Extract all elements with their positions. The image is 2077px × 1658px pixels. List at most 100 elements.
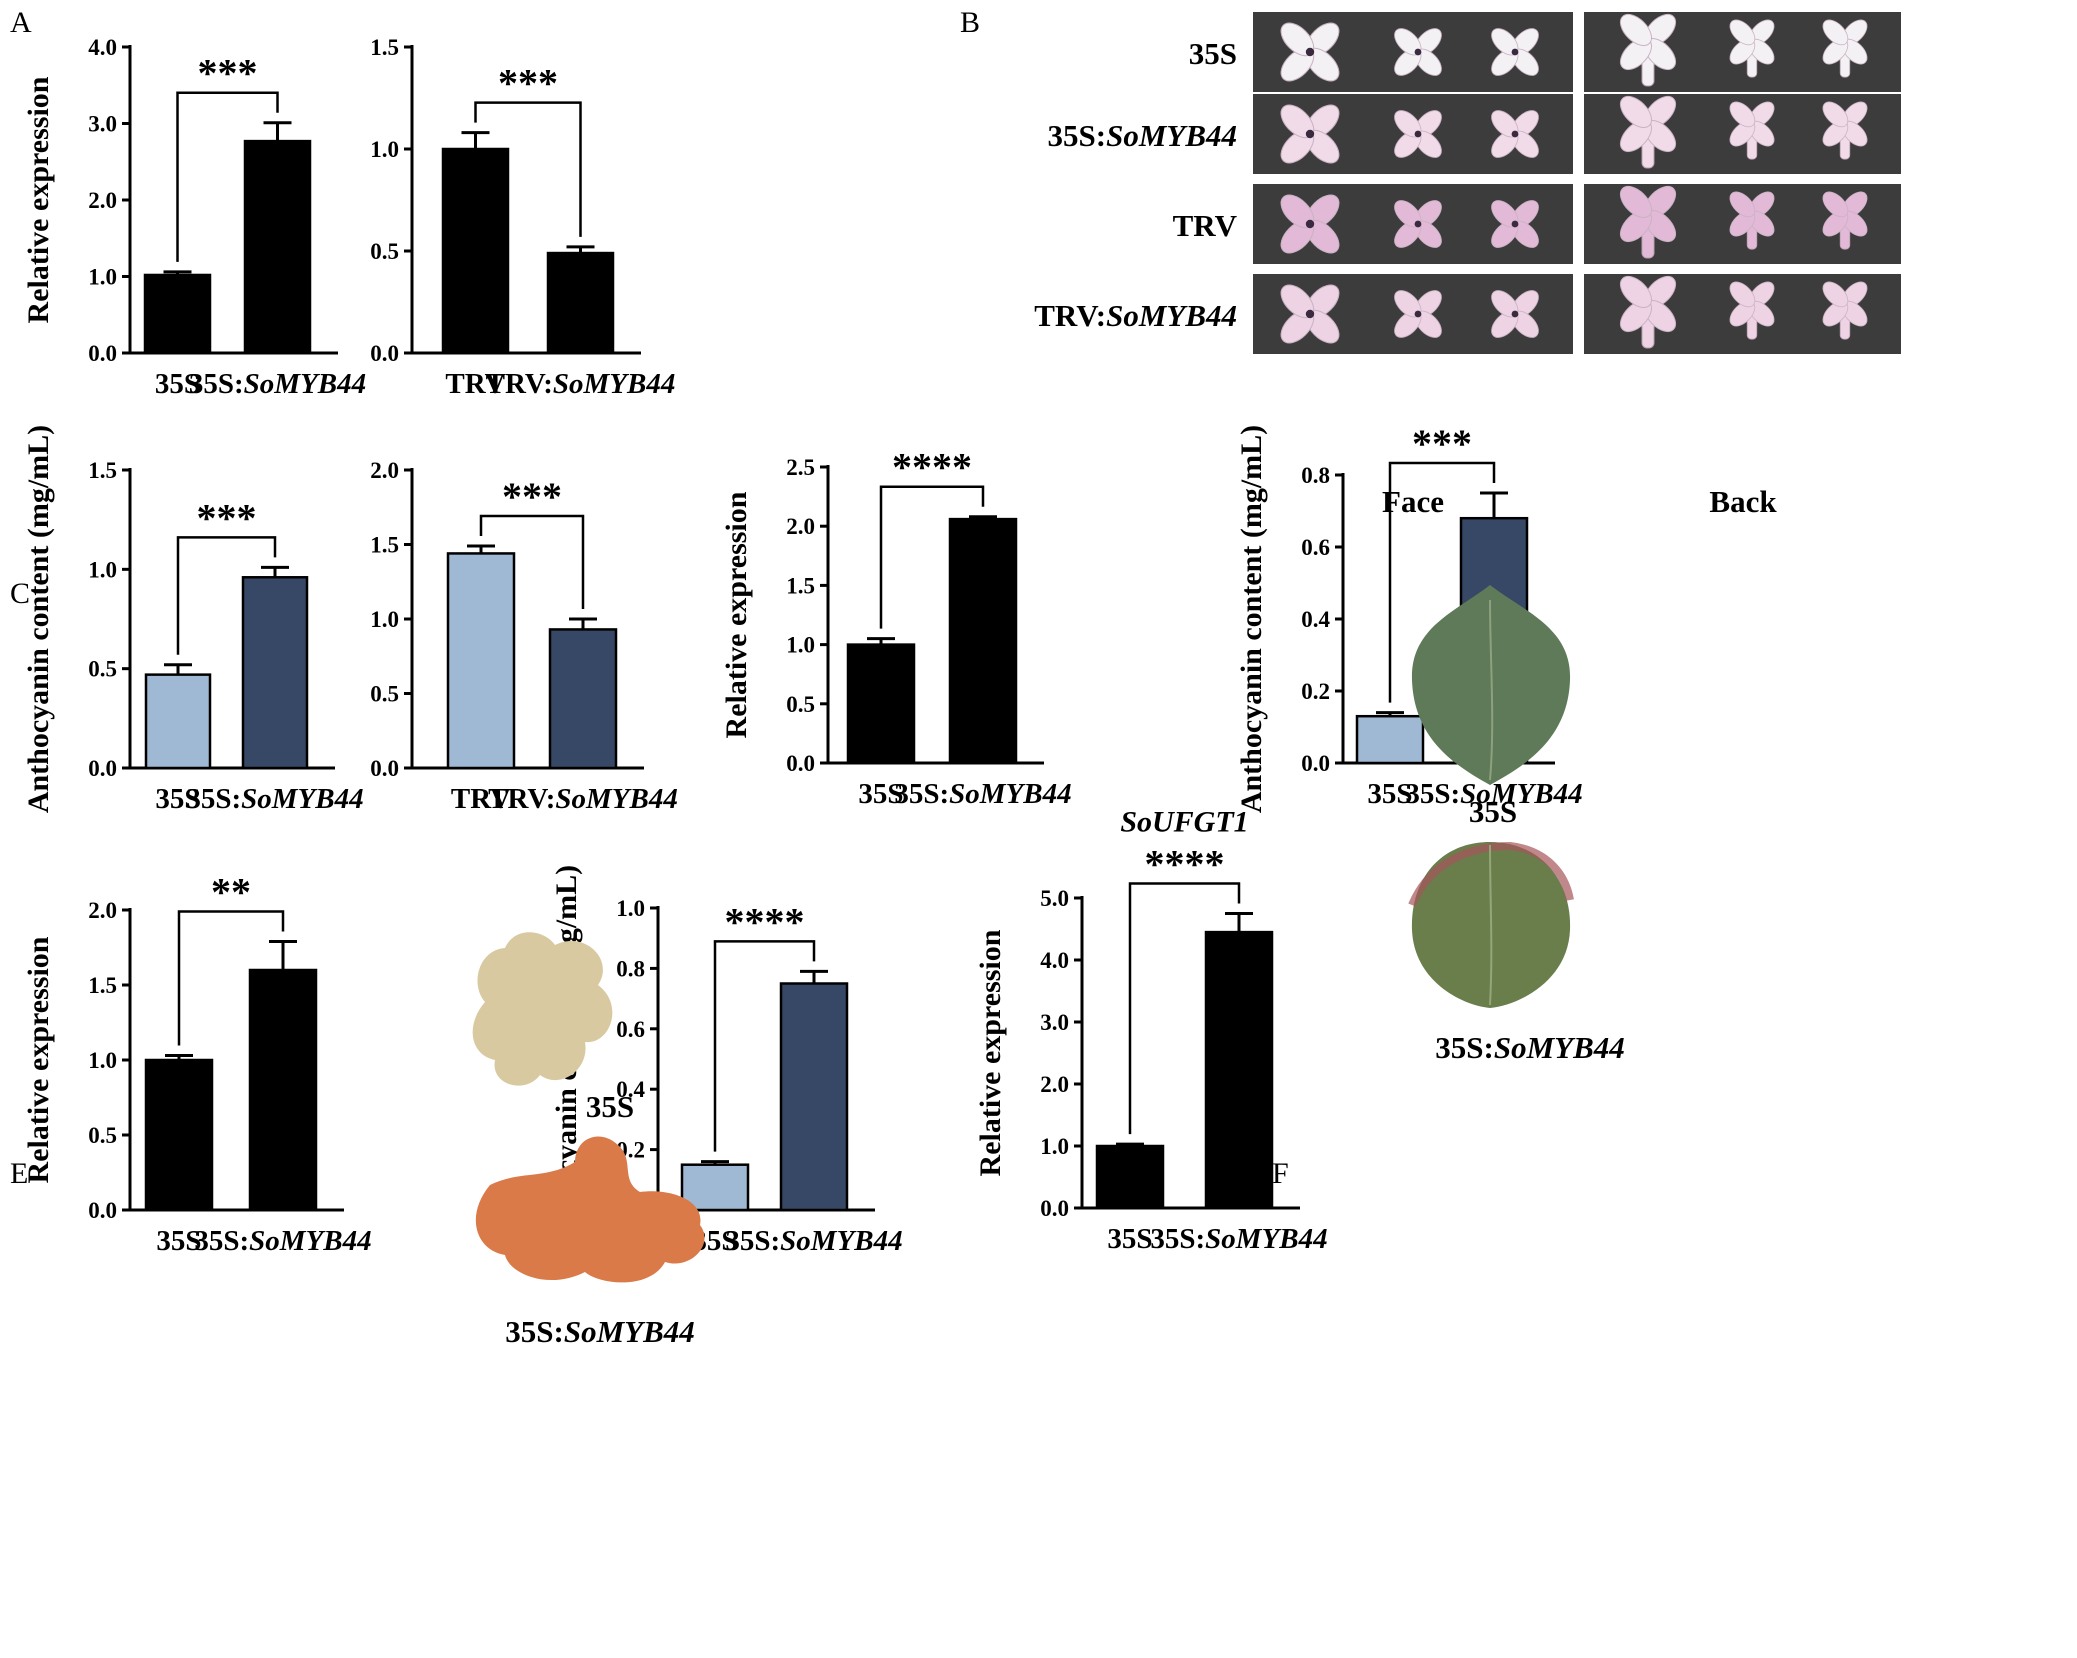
significance-stars: *** <box>1412 421 1472 466</box>
flower-back-image <box>1619 185 1677 259</box>
column-label-face: Face <box>1382 484 1444 519</box>
photo-row-label: 35S:SoMYB44 <box>1048 118 1238 153</box>
y-tick-label: 0.6 <box>1301 535 1330 560</box>
flower-center <box>1305 47 1315 57</box>
y-tick-label: 0.0 <box>1040 1196 1069 1221</box>
chart-c1: 0.0 0.5 1.0 1.5 Anthocyanin content (mg/mL) 3… <box>22 425 364 815</box>
flower-back-image <box>1822 281 1868 340</box>
x-category-label: 35S:SoMYB44 <box>894 778 1071 810</box>
chart-title: SoUFGT1 <box>1120 806 1248 839</box>
y-tick-label: 2.0 <box>370 458 399 483</box>
significance-stars: **** <box>1145 842 1225 887</box>
y-tick-label: 4.0 <box>88 35 117 60</box>
x-category-label: 35S <box>858 778 903 810</box>
flower-center <box>1414 48 1422 56</box>
y-axis-label: Anthocyanin content (mg/mL) <box>1235 425 1268 813</box>
significance-stars: *** <box>197 495 257 540</box>
flower-face-image <box>1491 28 1539 76</box>
y-tick-label: 0.0 <box>88 1198 117 1223</box>
y-tick-label: 0.5 <box>88 657 117 682</box>
y-tick-label: 0.0 <box>786 751 815 776</box>
column-label-back: Back <box>1709 484 1777 519</box>
y-tick-label: 1.0 <box>370 137 399 162</box>
y-tick-label: 1.0 <box>616 896 645 921</box>
flower-face-image <box>1491 290 1539 338</box>
flower-face-image <box>1280 22 1340 82</box>
y-tick-label: 0.5 <box>88 1123 117 1148</box>
y-tick-label: 1.0 <box>88 557 117 582</box>
bar-treatment <box>243 139 312 355</box>
y-axis-label: Relative expression <box>720 491 753 738</box>
x-category-label: 35S <box>1107 1223 1152 1255</box>
flower-center <box>1511 130 1519 138</box>
y-tick-label: 0.5 <box>786 692 815 717</box>
significance-bracket <box>1388 461 1496 703</box>
y-tick-label: 0.0 <box>370 756 399 781</box>
flower-back-image <box>1822 19 1868 78</box>
flower-face-image <box>1394 290 1442 338</box>
y-tick-label: 5.0 <box>1040 886 1069 911</box>
flower-center <box>1511 310 1519 318</box>
y-tick-label: 0.8 <box>1301 463 1330 488</box>
x-category-label: 35S <box>155 368 200 400</box>
x-category-label: TRV:SoMYB44 <box>488 783 678 815</box>
y-tick-label: 1.5 <box>370 35 399 60</box>
y-tick-label: 1.5 <box>786 573 815 598</box>
petal <box>1822 191 1849 218</box>
significance-stars: **** <box>892 445 972 490</box>
y-tick-label: 0.4 <box>1301 607 1330 632</box>
chart-e2: 0.00.20.40.60.81.0Anthocyanin content (m… <box>550 865 903 1257</box>
flower-face-image <box>1491 200 1539 248</box>
y-tick-label: 0.0 <box>1301 751 1330 776</box>
y-tick-label: 1.0 <box>88 265 117 290</box>
flower-back-image <box>1729 191 1775 250</box>
y-axis-label: Anthocyanin content (mg/mL) <box>22 425 55 813</box>
flower-center <box>1414 310 1422 318</box>
y-tick-label: 1.0 <box>370 607 399 632</box>
panel-label-a: A <box>10 6 32 39</box>
callus-somyb44-label: 35S:SoMYB44 <box>505 1314 695 1349</box>
x-category-label: 35S:SoMYB44 <box>189 368 366 400</box>
flower-back-image <box>1729 281 1775 340</box>
y-tick-label: 2.0 <box>786 514 815 539</box>
photo-row-label: TRV:SoMYB44 <box>1034 298 1237 333</box>
leaf-35s-label: 35S <box>1469 794 1517 829</box>
flower-back-image <box>1822 191 1868 250</box>
bar-treatment <box>248 968 318 1212</box>
flower-back-image <box>1619 13 1677 87</box>
leaf-red-margin <box>1408 841 1574 907</box>
significance-bracket <box>879 485 985 629</box>
x-category-label: TRV <box>451 783 511 815</box>
y-tick-label: 2.5 <box>786 455 815 480</box>
y-tick-label: 2.0 <box>1040 1072 1069 1097</box>
flower-back-image <box>1822 101 1868 160</box>
bar-treatment <box>241 576 309 770</box>
flower-face-image <box>1280 104 1340 164</box>
bar-control <box>680 1163 750 1212</box>
significance-stars: ** <box>211 870 251 915</box>
significance-stars: *** <box>502 474 562 519</box>
y-tick-label: 0.4 <box>616 1077 645 1102</box>
significance-stars: *** <box>498 61 558 106</box>
significance-bracket <box>176 536 277 655</box>
x-category-label: TRV <box>445 368 505 400</box>
x-category-label: 35S <box>1367 778 1412 810</box>
callus-somyb44-image <box>475 1136 705 1283</box>
panel-label-e: E <box>10 1157 28 1190</box>
x-category-label: 35S:SoMYB44 <box>194 1225 371 1257</box>
flower-center <box>1511 48 1519 56</box>
bar-control <box>446 552 516 770</box>
x-category-label: 35S:SoMYB44 <box>725 1225 902 1257</box>
bar-treatment <box>548 628 618 770</box>
flower-face-image <box>1394 28 1442 76</box>
x-category-label: 35S:SoMYB44 <box>1405 778 1582 810</box>
leaf-midrib <box>1489 599 1494 781</box>
x-category-label: 35S:SoMYB44 <box>186 783 363 815</box>
y-axis-label: Relative expression <box>974 929 1007 1176</box>
significance-bracket <box>713 940 816 1152</box>
y-tick-label: 0.5 <box>370 682 399 707</box>
flower-back-image <box>1729 19 1775 78</box>
photo-row-label: 35S <box>1189 36 1237 71</box>
